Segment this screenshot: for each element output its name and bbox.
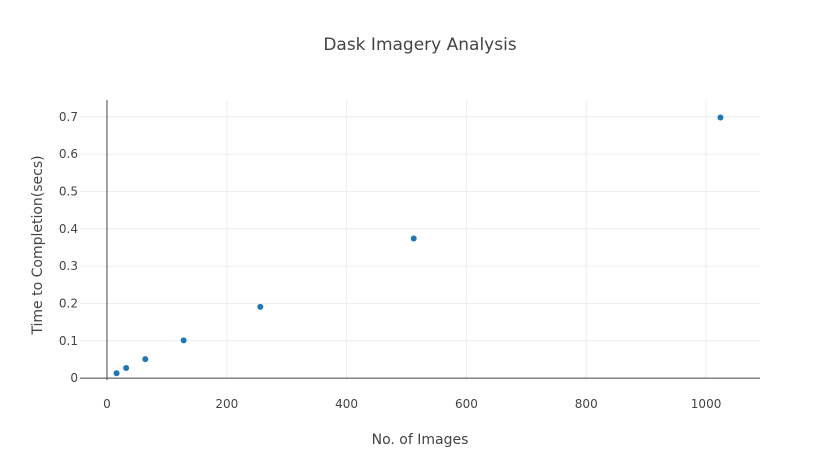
- y-tick-label-3: 0.3: [59, 259, 78, 273]
- grid-lines: [80, 100, 760, 380]
- data-point-4[interactable]: [257, 303, 264, 310]
- chart-title: Dask Imagery Analysis: [323, 35, 516, 55]
- x-tick-label-1: 200: [215, 397, 238, 411]
- y-tick-label-6: 0.6: [59, 147, 78, 161]
- data-point-0[interactable]: [113, 370, 120, 377]
- x-tick-label-2: 400: [335, 397, 358, 411]
- data-point-1[interactable]: [123, 365, 130, 372]
- x-tick-label-0: 0: [103, 397, 111, 411]
- y-tick-label-1: 0.1: [59, 334, 78, 348]
- data-point-5[interactable]: [410, 235, 417, 242]
- x-axis-label: No. of Images: [372, 432, 469, 448]
- data-point-2[interactable]: [142, 356, 149, 363]
- y-tick-label-7: 0.7: [59, 110, 78, 124]
- y-tick-label-4: 0.4: [59, 222, 78, 236]
- x-tick-label-3: 600: [455, 397, 478, 411]
- x-tick-label-4: 800: [575, 397, 598, 411]
- data-point-6[interactable]: [717, 114, 724, 121]
- y-tick-label-0: 0: [70, 371, 78, 385]
- y-tick-label-2: 0.2: [59, 296, 78, 310]
- axes: [80, 100, 760, 380]
- data-point-3[interactable]: [180, 337, 187, 344]
- y-tick-label-5: 0.5: [59, 184, 78, 198]
- data-points: [113, 114, 724, 377]
- x-tick-label-5: 1000: [691, 397, 722, 411]
- tick-labels: 0 200 400 600 800 1000 0 0.1 0.2 0.3 0.4 0.5 0.6 0.7: [59, 110, 721, 411]
- y-axis-label: Time to Completion(secs): [30, 155, 46, 335]
